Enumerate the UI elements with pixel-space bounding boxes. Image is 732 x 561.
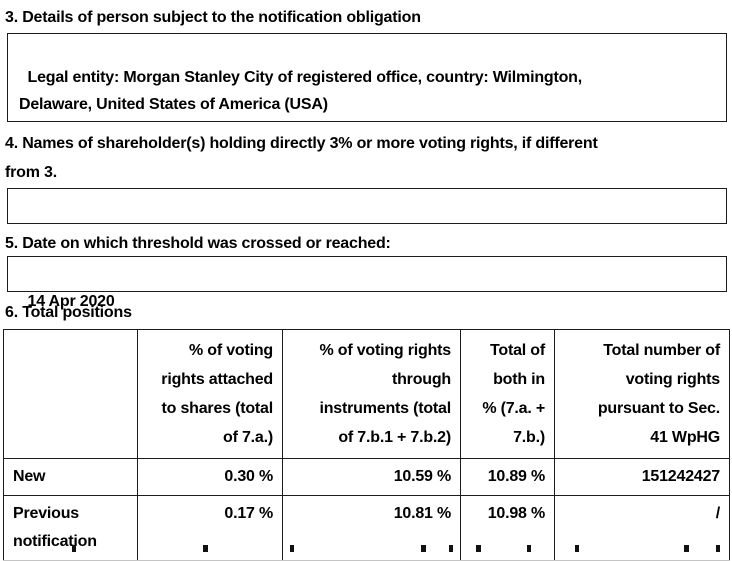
section-4-box (7, 188, 727, 224)
header-voting-rights-shares: % of voting rights attached to shares (t… (137, 329, 283, 459)
section-3-box: Legal entity: Morgan Stanley City of reg… (7, 33, 727, 122)
section-5-heading: 5. Date on which threshold was crossed o… (5, 235, 391, 252)
header-voting-rights-instruments: % of voting rights through instruments (… (282, 329, 461, 459)
row-new-total-voting-rights: 151242427 (554, 458, 730, 496)
clipped-next-line-marks (0, 545, 732, 552)
header-total-both: Total of both in % (7.a. + 7.b.) (460, 329, 555, 459)
section-3-heading: 3. Details of person subject to the noti… (5, 9, 421, 26)
table-row-new: New 0.30 % 10.59 % 10.89 % 151242427 (3, 458, 730, 496)
section-4-heading: 4. Names of shareholder(s) holding direc… (5, 135, 598, 181)
row-new-instruments-pct: 10.59 % (282, 458, 461, 496)
header-total-number-voting-rights: Total number of voting rights pursuant t… (554, 329, 730, 459)
section-5-box: 14 Apr 2020 (7, 256, 727, 310)
total-positions-table: % of voting rights attached to shares (t… (3, 329, 730, 561)
row-new-label: New (3, 458, 138, 496)
section-6-heading: 6. Total positions (5, 304, 132, 321)
legal-entity-text: Legal entity: Morgan Stanley City of reg… (19, 69, 582, 113)
row-new-total-pct: 10.89 % (460, 458, 555, 496)
threshold-date-value: 14 Apr 2020 (27, 293, 115, 310)
header-empty-cell (3, 329, 138, 459)
row-new-shares-pct: 0.30 % (137, 458, 283, 496)
table-header-row: % of voting rights attached to shares (t… (3, 329, 730, 459)
